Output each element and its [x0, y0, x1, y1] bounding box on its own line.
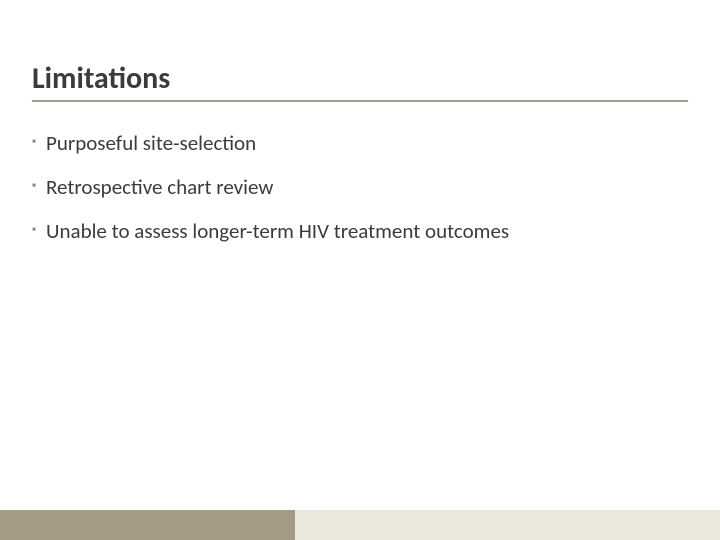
bullet-text: Retrospective chart review	[46, 174, 672, 200]
bullet-text: Unable to assess longer-term HIV treatme…	[46, 218, 672, 244]
bullet-icon: ▪	[32, 224, 46, 236]
bullet-text: Purposeful site-selection	[46, 130, 672, 156]
title-underline	[32, 100, 688, 102]
bullet-list: ▪ Purposeful site-selection ▪ Retrospect…	[32, 130, 672, 262]
list-item: ▪ Unable to assess longer-term HIV treat…	[32, 218, 672, 244]
bullet-icon: ▪	[32, 180, 46, 192]
slide: Limitations ▪ Purposeful site-selection …	[0, 0, 720, 540]
list-item: ▪ Retrospective chart review	[32, 174, 672, 200]
footer-bar-dark	[0, 510, 295, 540]
list-item: ▪ Purposeful site-selection	[32, 130, 672, 156]
bullet-icon: ▪	[32, 136, 46, 148]
slide-title: Limitations	[32, 60, 170, 97]
